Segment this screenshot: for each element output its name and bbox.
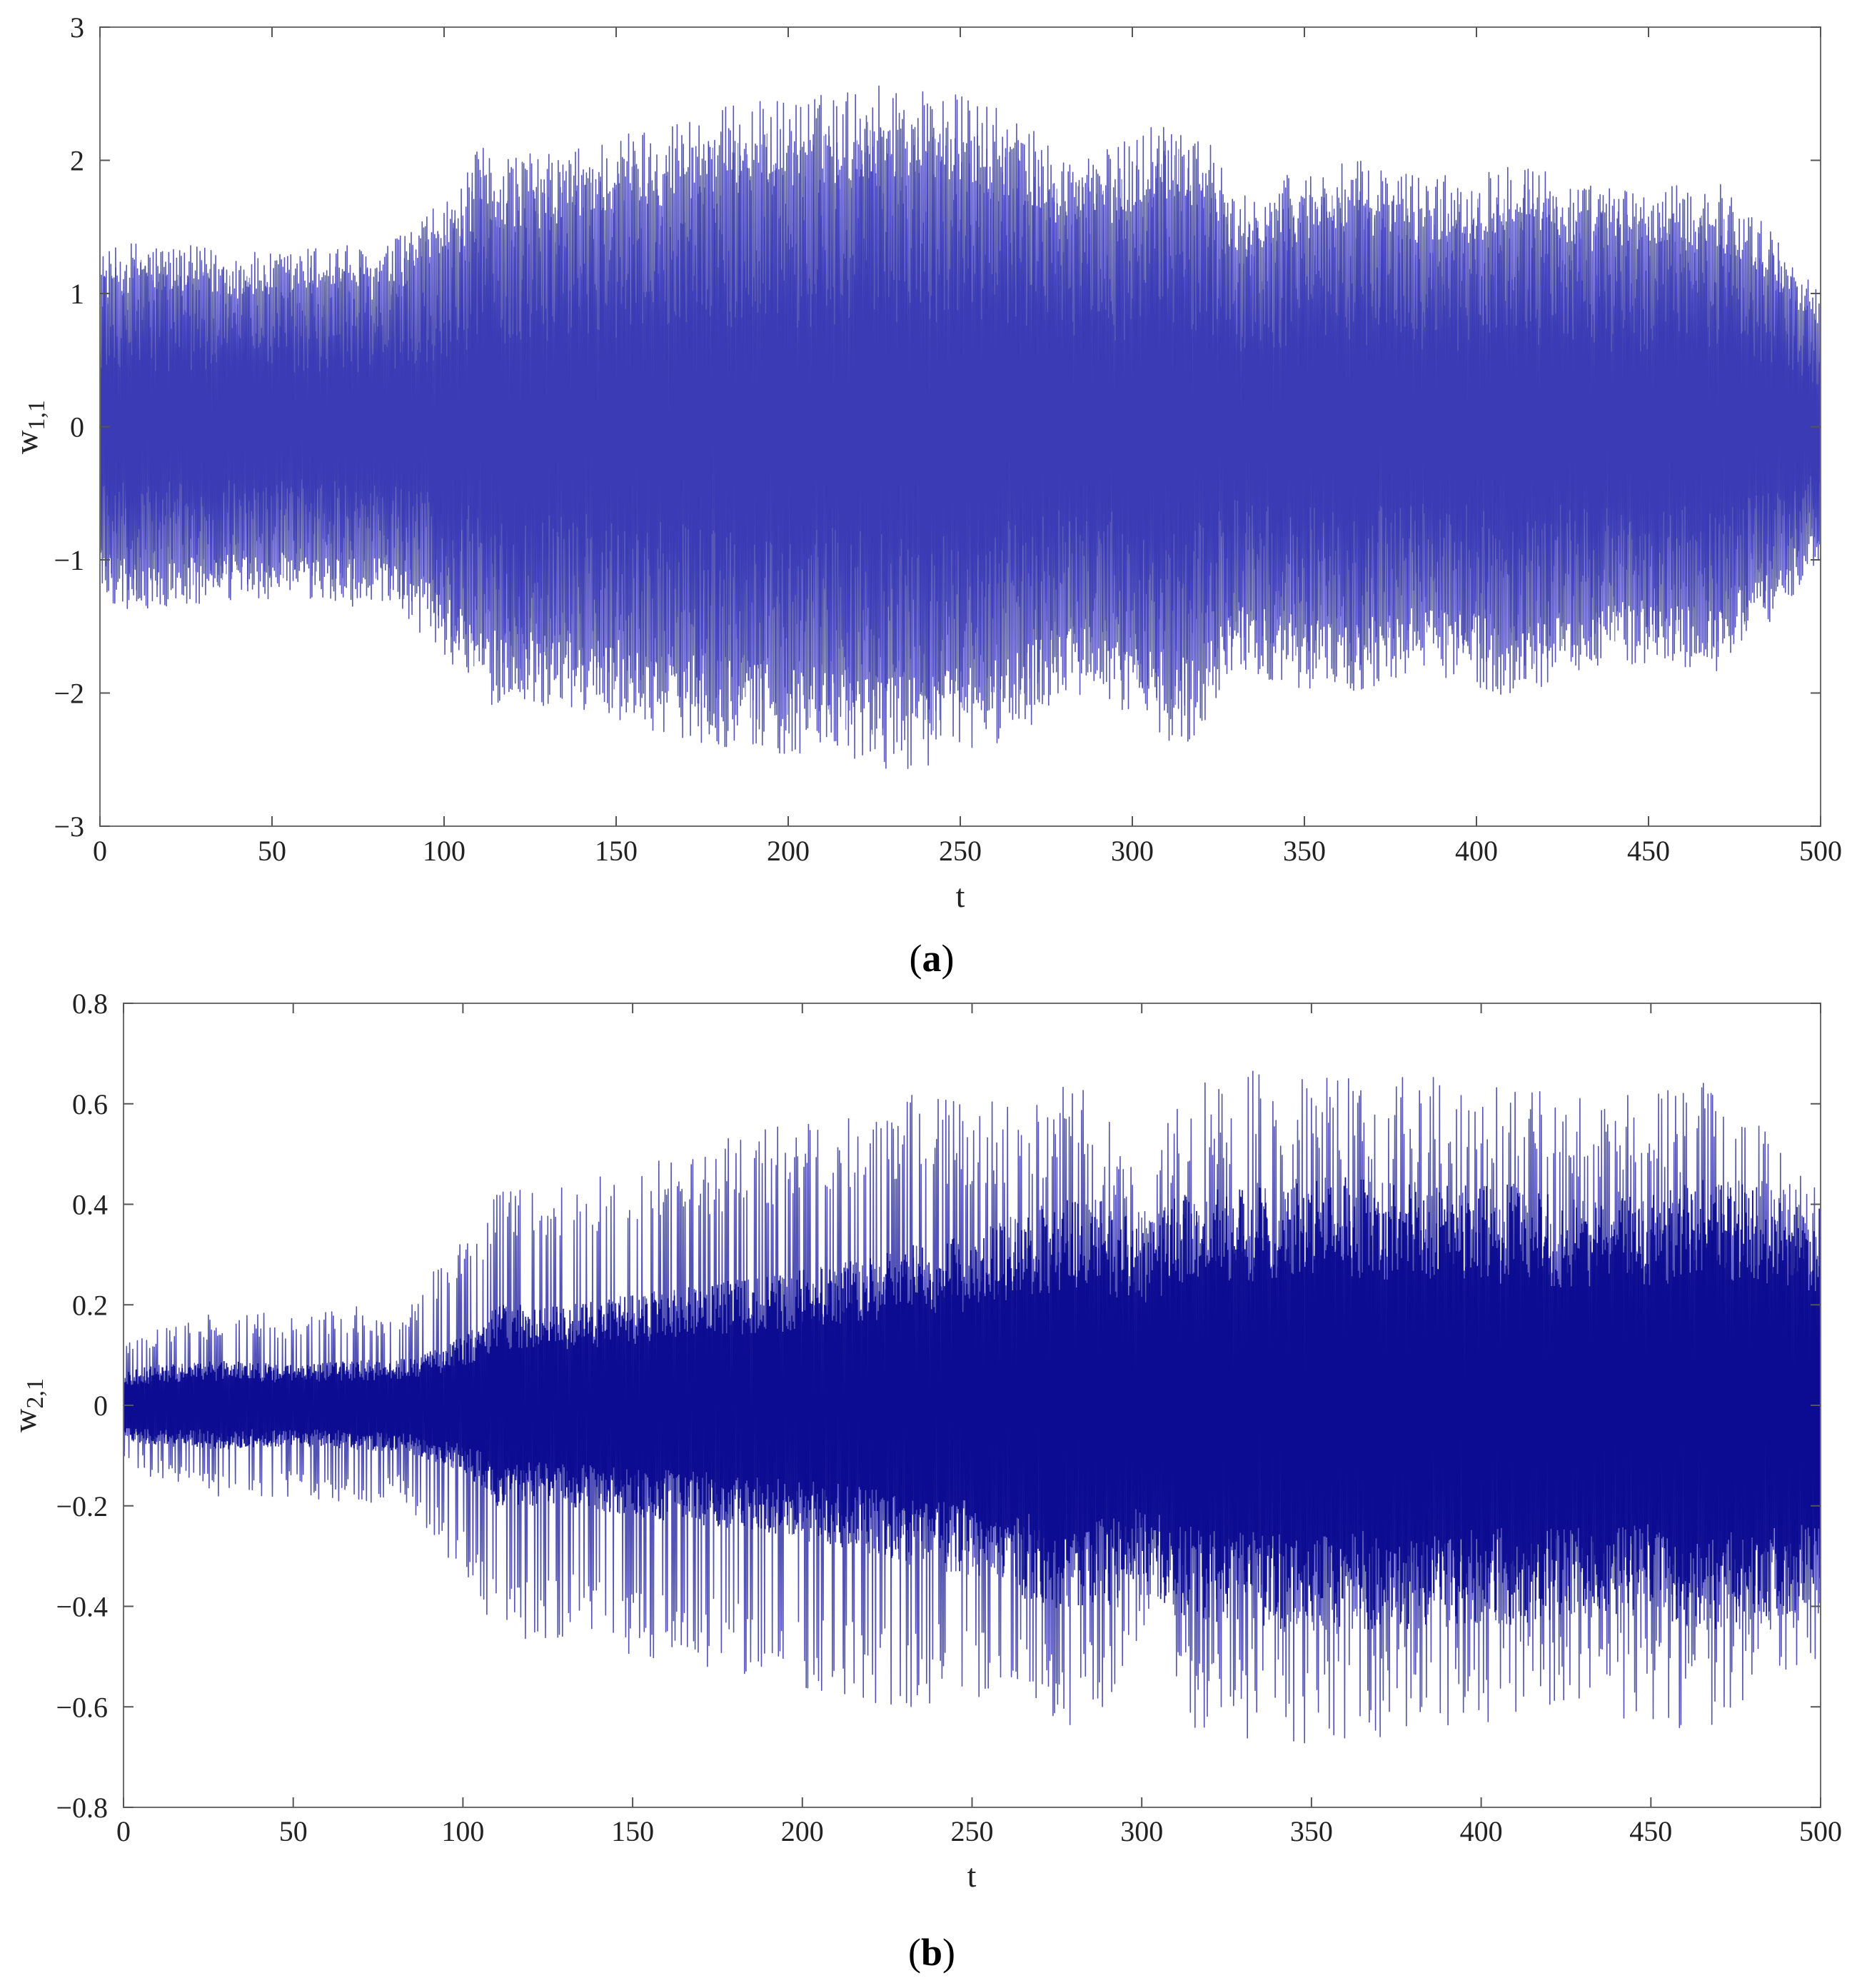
panel-a-x-axis: 0 50 100 150 200 250 300 350 400 450 500 — [93, 27, 1842, 867]
y-tick-label: −0.4 — [56, 1591, 108, 1623]
panel-b-x-axis-label: t — [967, 1857, 977, 1894]
x-tick-label: 300 — [1111, 835, 1154, 867]
y-tick-label: 0.2 — [72, 1289, 108, 1321]
x-tick-label: 50 — [279, 1815, 308, 1847]
panel-a-signal — [99, 85, 1821, 769]
y-tick-label: −0.2 — [56, 1490, 108, 1522]
x-tick-label: 500 — [1799, 1815, 1842, 1847]
y-tick-label: 0 — [70, 411, 84, 443]
panel-a-y-axis-label-base: w — [8, 430, 44, 454]
y-tick-label: 2 — [70, 145, 84, 177]
x-tick-label: 250 — [951, 1815, 994, 1847]
x-tick-label: 200 — [781, 1815, 824, 1847]
panel-a-y-axis-label: w1,1 — [8, 400, 50, 454]
y-tick-label: 0.8 — [72, 988, 108, 1020]
panel-a-caption: (a) — [910, 937, 955, 980]
x-tick-label: 250 — [939, 835, 982, 867]
x-tick-label: 300 — [1120, 1815, 1163, 1847]
x-tick-label: 100 — [423, 835, 465, 867]
x-tick-label: 350 — [1283, 835, 1326, 867]
panel-a-caption-letter: a — [922, 937, 942, 980]
panel-a-y-axis-label-subscript: 1,1 — [24, 400, 50, 431]
x-tick-label: 450 — [1627, 835, 1670, 867]
panel-b-y-axis-label: w2,1 — [6, 1378, 49, 1432]
signal-line-core — [123, 1178, 1821, 1630]
panel-b-signal — [123, 1070, 1821, 1744]
x-tick-label: 400 — [1460, 1815, 1503, 1847]
y-tick-label: −0.6 — [56, 1691, 108, 1723]
panel-a-chart: 3 2 1 0 −1 −2 −3 0 50 100 150 200 250 300 350 400 450 50… — [8, 11, 1842, 980]
y-tick-label: 0.6 — [72, 1088, 108, 1120]
panel-b-chart: 0.8 0.6 0.4 0.2 0 −0.2 −0.4 −0.6 −0.8 0 50 100 150 2… — [6, 988, 1842, 1974]
panel-b-y-axis-label-base: w — [6, 1408, 43, 1432]
x-tick-label: 450 — [1629, 1815, 1672, 1847]
panel-b-y-axis: 0.8 0.6 0.4 0.2 0 −0.2 −0.4 −0.6 −0.8 — [56, 988, 1821, 1824]
panel-b-y-axis-label-subscript: 2,1 — [22, 1378, 49, 1409]
x-tick-label: 150 — [595, 835, 638, 867]
x-tick-label: 500 — [1799, 835, 1842, 867]
panel-b-caption: (b) — [908, 1931, 955, 1974]
x-tick-label: 50 — [258, 835, 286, 867]
y-tick-label: −3 — [54, 810, 84, 843]
signal-line-inner — [99, 121, 1821, 735]
x-tick-label: 0 — [93, 835, 107, 867]
y-tick-label: 0.4 — [72, 1189, 108, 1221]
x-tick-label: 0 — [116, 1815, 131, 1847]
x-tick-label: 150 — [611, 1815, 654, 1847]
x-tick-label: 350 — [1290, 1815, 1333, 1847]
y-tick-label: −2 — [54, 678, 84, 710]
y-tick-label: 1 — [70, 278, 84, 310]
x-tick-label: 200 — [767, 835, 810, 867]
y-tick-label: −0.8 — [56, 1792, 108, 1824]
x-tick-label: 100 — [441, 1815, 484, 1847]
x-tick-label: 400 — [1455, 835, 1498, 867]
y-tick-label: −1 — [54, 544, 84, 576]
panel-b-x-axis: 0 50 100 150 200 250 300 350 400 450 500 — [116, 1003, 1842, 1847]
y-tick-label: 3 — [70, 11, 84, 44]
panel-a-x-axis-label: t — [956, 878, 965, 914]
panel-b-caption-letter: b — [921, 1931, 942, 1974]
y-tick-label: 0 — [94, 1390, 108, 1422]
panel-a-y-axis: 3 2 1 0 −1 −2 −3 — [54, 11, 1821, 843]
